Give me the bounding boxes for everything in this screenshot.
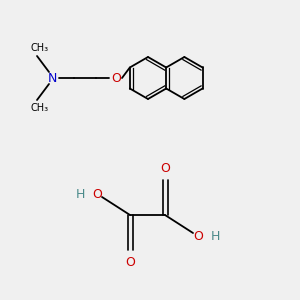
Text: H: H xyxy=(75,188,85,200)
Text: CH₃: CH₃ xyxy=(31,103,49,113)
Text: O: O xyxy=(111,71,121,85)
Text: O: O xyxy=(92,188,102,200)
Text: CH₃: CH₃ xyxy=(31,43,49,53)
Text: O: O xyxy=(193,230,203,242)
Text: N: N xyxy=(47,71,57,85)
Text: O: O xyxy=(125,256,135,268)
Text: H: H xyxy=(210,230,220,242)
Text: O: O xyxy=(160,161,170,175)
